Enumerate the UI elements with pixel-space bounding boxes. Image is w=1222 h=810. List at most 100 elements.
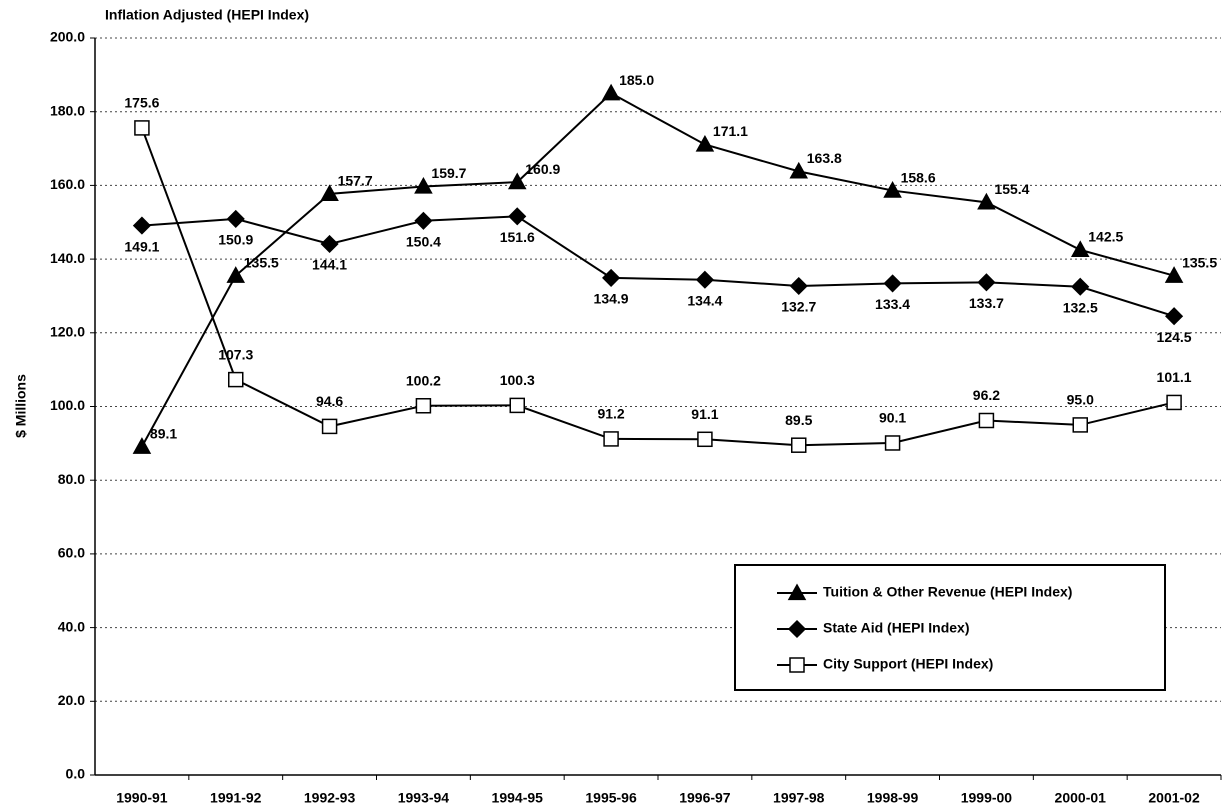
data-label: 135.5 bbox=[1182, 254, 1217, 270]
data-label: 134.4 bbox=[687, 292, 722, 308]
data-label: 171.1 bbox=[713, 123, 748, 139]
marker bbox=[789, 161, 809, 179]
y-tick-label: 180.0 bbox=[50, 102, 85, 118]
x-tick-label: 1996-97 bbox=[679, 790, 731, 806]
marker bbox=[603, 431, 619, 447]
marker bbox=[134, 120, 150, 136]
y-tick-label: 140.0 bbox=[50, 250, 85, 266]
legend-label: Tuition & Other Revenue (HEPI Index) bbox=[823, 584, 1072, 600]
legend-marker bbox=[787, 583, 807, 601]
y-tick-label: 40.0 bbox=[58, 618, 85, 634]
data-label: 90.1 bbox=[879, 410, 906, 426]
x-tick-label: 1992-93 bbox=[304, 790, 356, 806]
legend-marker bbox=[789, 657, 805, 673]
data-label: 96.2 bbox=[973, 387, 1000, 403]
data-label: 133.4 bbox=[875, 296, 910, 312]
marker bbox=[132, 216, 151, 235]
marker bbox=[321, 418, 338, 435]
y-tick-label: 20.0 bbox=[58, 692, 85, 708]
data-label: 91.1 bbox=[691, 406, 718, 422]
data-label: 95.0 bbox=[1067, 392, 1094, 408]
data-label: 163.8 bbox=[807, 150, 842, 166]
marker bbox=[414, 211, 433, 230]
marker bbox=[977, 192, 996, 210]
y-tick-label: 0.0 bbox=[66, 766, 86, 782]
data-label: 157.7 bbox=[338, 173, 373, 189]
data-label: 133.7 bbox=[969, 295, 1004, 311]
data-label: 134.9 bbox=[594, 291, 629, 307]
marker bbox=[1164, 266, 1184, 283]
data-label: 149.1 bbox=[124, 238, 159, 254]
legend-label: City Support (HEPI Index) bbox=[823, 656, 993, 672]
series-line bbox=[140, 127, 1175, 447]
x-tick-label: 1994-95 bbox=[492, 790, 544, 806]
marker bbox=[509, 397, 525, 414]
marker bbox=[977, 273, 996, 292]
marker bbox=[132, 437, 152, 454]
marker bbox=[1165, 307, 1184, 326]
marker bbox=[601, 83, 621, 101]
data-label: 185.0 bbox=[619, 72, 654, 88]
marker bbox=[695, 270, 714, 289]
data-label: 160.9 bbox=[525, 161, 560, 177]
x-tick-label: 1999-00 bbox=[961, 790, 1013, 806]
x-tick-label: 2001-02 bbox=[1148, 790, 1200, 806]
marker bbox=[226, 266, 246, 283]
marker bbox=[414, 176, 433, 194]
marker bbox=[1071, 277, 1090, 296]
data-label: 150.9 bbox=[218, 232, 253, 248]
data-label: 91.2 bbox=[597, 406, 624, 422]
marker bbox=[789, 276, 808, 296]
data-label: 135.5 bbox=[244, 254, 279, 270]
marker bbox=[883, 274, 902, 293]
data-label: 175.6 bbox=[124, 95, 159, 111]
x-tick-label: 1993-94 bbox=[398, 790, 450, 806]
marker bbox=[602, 268, 621, 287]
marker bbox=[1072, 417, 1088, 433]
marker bbox=[791, 437, 807, 453]
y-tick-label: 100.0 bbox=[50, 397, 85, 413]
marker bbox=[508, 207, 527, 226]
y-tick-label: 200.0 bbox=[50, 29, 85, 45]
legend-label: State Aid (HEPI Index) bbox=[823, 620, 970, 636]
marker bbox=[226, 209, 245, 228]
y-axis-label: $ Millions bbox=[13, 374, 29, 438]
marker bbox=[415, 398, 432, 414]
data-label: 132.5 bbox=[1063, 299, 1098, 315]
chart-title: Inflation Adjusted (HEPI Index) bbox=[105, 7, 309, 23]
data-label: 124.5 bbox=[1157, 329, 1192, 345]
series-line bbox=[141, 215, 1175, 318]
marker bbox=[507, 172, 527, 190]
data-label: 100.2 bbox=[406, 372, 441, 388]
data-label: 142.5 bbox=[1088, 229, 1123, 245]
legend-box bbox=[734, 564, 1166, 691]
marker bbox=[883, 181, 902, 198]
marker bbox=[1166, 394, 1182, 411]
data-label: 89.1 bbox=[150, 425, 177, 441]
data-label: 150.4 bbox=[406, 233, 441, 249]
x-tick-label: 1990-91 bbox=[116, 790, 168, 806]
legend-marker bbox=[787, 619, 807, 639]
legend: Tuition & Other Revenue (HEPI Index) Stat… bbox=[734, 564, 1166, 691]
data-label: 101.1 bbox=[1157, 369, 1192, 385]
marker bbox=[1070, 240, 1090, 258]
data-label: 144.1 bbox=[312, 257, 347, 273]
marker bbox=[695, 134, 715, 152]
data-label: 151.6 bbox=[500, 229, 535, 245]
series-line bbox=[141, 92, 1175, 448]
marker bbox=[978, 412, 995, 429]
y-tick-label: 80.0 bbox=[58, 471, 85, 487]
marker bbox=[884, 435, 901, 451]
data-label: 132.7 bbox=[781, 299, 816, 315]
data-label: 94.6 bbox=[316, 393, 343, 409]
y-tick-label: 160.0 bbox=[50, 176, 85, 192]
x-tick-label: 2000-01 bbox=[1055, 790, 1107, 806]
data-label: 155.4 bbox=[994, 181, 1029, 197]
y-tick-label: 60.0 bbox=[58, 545, 85, 561]
data-label: 89.5 bbox=[785, 412, 812, 428]
marker bbox=[320, 184, 339, 202]
y-tick-label: 120.0 bbox=[50, 324, 85, 340]
marker bbox=[228, 371, 244, 388]
data-label: 100.3 bbox=[500, 372, 535, 388]
